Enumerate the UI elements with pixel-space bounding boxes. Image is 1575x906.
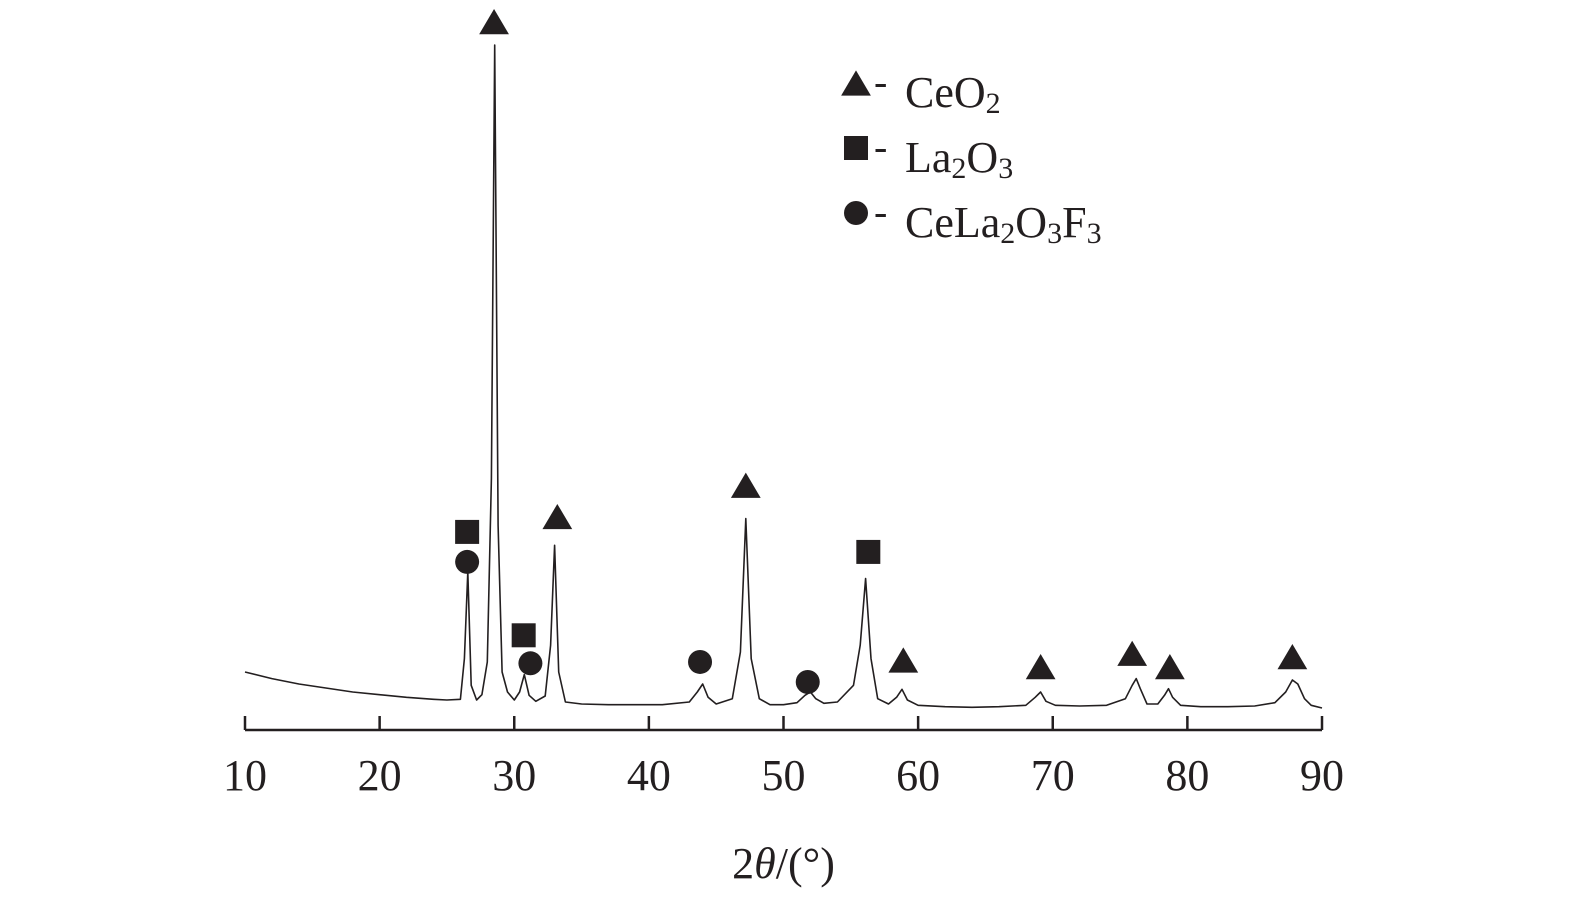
ceo2-triangle-marker — [1154, 654, 1185, 680]
legend-subscript: 3 — [1047, 217, 1062, 250]
ceo2-triangle-marker — [542, 503, 573, 530]
x-tick-label: 10 — [223, 751, 267, 800]
x-axis-title-part: θ — [754, 839, 776, 888]
x-tick-label: 90 — [1300, 751, 1344, 800]
ceo2-triangle-marker — [1277, 644, 1308, 670]
phase-markers — [455, 9, 1308, 694]
legend-item: - CeO2 — [841, 59, 1001, 120]
x-axis-title-part: /(°) — [776, 839, 835, 888]
legend-square-symbol — [844, 136, 868, 160]
cela2o3f3-circle-marker — [795, 669, 820, 694]
legend-label: CeLa2O3F3 — [905, 198, 1102, 250]
cela2o3f3-circle-marker — [688, 649, 713, 674]
x-ticks: 10 20 30 40 50 60 70 80 90 — [223, 716, 1344, 800]
cela2o3f3-circle-marker — [455, 549, 480, 574]
legend-label-part: O — [1015, 198, 1047, 247]
legend-subscript: 2 — [951, 152, 966, 185]
legend-label-part: F — [1062, 198, 1086, 247]
legend-dash: - — [874, 189, 887, 234]
ceo2-triangle-marker — [730, 472, 761, 498]
cela2o3f3-circle-marker — [518, 651, 543, 676]
x-axis: 10 20 30 40 50 60 70 80 90 2θ/(°) — [223, 716, 1344, 888]
plot-area — [244, 9, 1323, 709]
ceo2-triangle-marker — [1117, 640, 1148, 666]
x-axis-title: 2θ/(°) — [732, 839, 835, 888]
legend-dash: - — [874, 59, 887, 104]
legend: - CeO2- La2O3- CeLa2O3F3 — [841, 59, 1102, 250]
x-tick-label: 30 — [492, 751, 536, 800]
x-axis-title-part: 2 — [732, 839, 754, 888]
legend-item: - La2O3 — [844, 124, 1013, 185]
x-tick-label: 20 — [358, 751, 402, 800]
x-tick-label: 70 — [1031, 751, 1075, 800]
legend-label-part: La — [905, 133, 951, 182]
x-tick-label: 40 — [627, 751, 671, 800]
legend-label: CeO2 — [905, 68, 1001, 120]
legend-subscript: 2 — [986, 87, 1001, 120]
legend-label-part: O — [966, 133, 998, 182]
x-tick-label: 80 — [1165, 751, 1209, 800]
legend-label: La2O3 — [905, 133, 1013, 185]
legend-dash: - — [874, 124, 887, 169]
legend-label-part: CeLa — [905, 198, 1000, 247]
la2o3-square-marker — [455, 519, 480, 544]
la2o3-square-marker — [511, 623, 536, 648]
legend-triangle-symbol — [841, 70, 871, 96]
legend-subscript: 3 — [1087, 217, 1102, 250]
ceo2-triangle-marker — [1025, 654, 1056, 680]
legend-subscript: 3 — [998, 152, 1013, 185]
legend-label-part: CeO — [905, 68, 986, 117]
x-tick-label: 50 — [762, 751, 806, 800]
la2o3-square-marker — [856, 539, 881, 564]
x-tick-label: 60 — [896, 751, 940, 800]
legend-item: - CeLa2O3F3 — [844, 189, 1102, 250]
legend-subscript: 2 — [1000, 217, 1015, 250]
ceo2-triangle-marker — [888, 647, 919, 673]
xrd-pattern-line — [244, 44, 1323, 709]
ceo2-triangle-marker — [479, 9, 509, 35]
legend-circle-symbol — [844, 201, 868, 225]
